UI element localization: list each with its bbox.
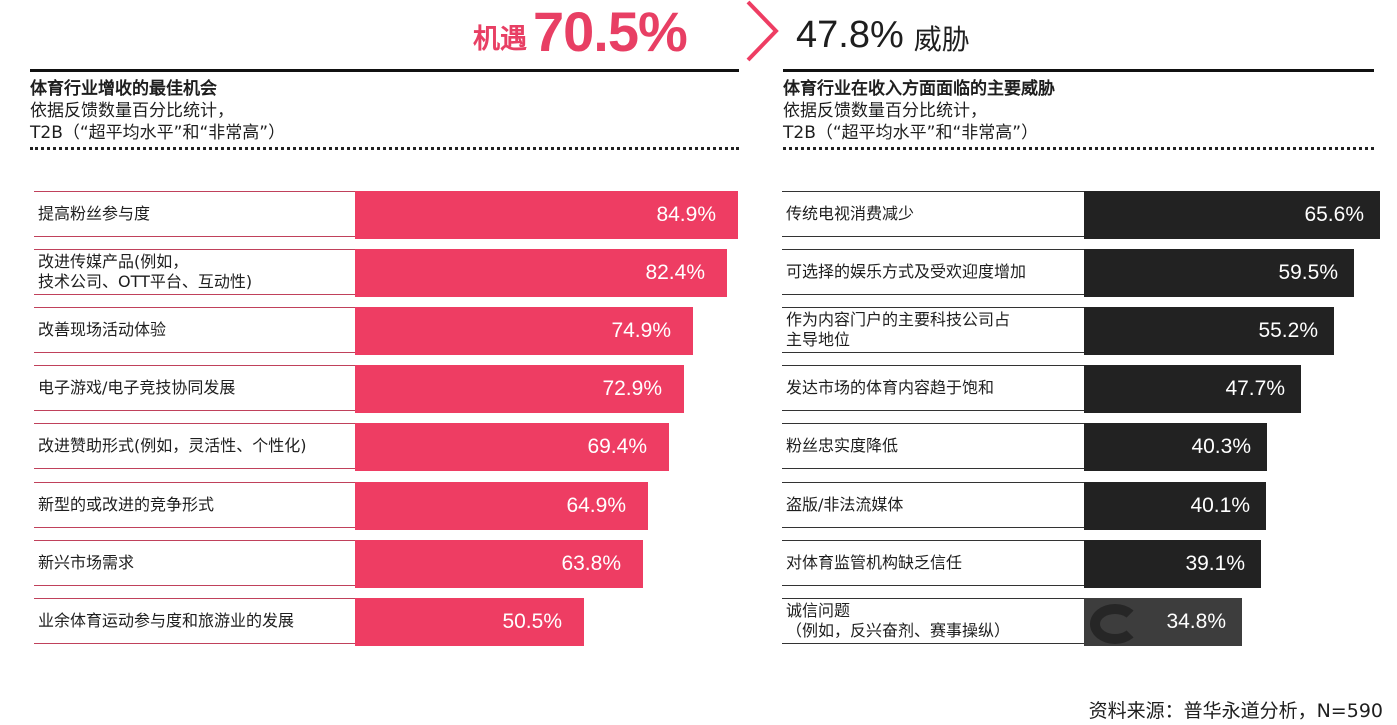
bar-label: 新兴市场需求 [34, 540, 355, 586]
bar-row: 提高粉丝参与度 84.9% [34, 191, 738, 239]
bar-row: 新兴市场需求 63.8% [34, 540, 643, 588]
opportunities-header: 体育行业增收的最佳机会 依据反馈数量百分比统计， T2B（“超平均水平”和“非常… [30, 69, 739, 150]
bar-label: 新型的或改进的竞争形式 [34, 482, 355, 528]
bar-label: 可选择的娱乐方式及受欢迎度增加 [782, 249, 1084, 295]
bar: 63.8% [355, 540, 643, 588]
threat-label: 威胁 [913, 23, 970, 56]
dotted-divider [30, 147, 739, 150]
bar-label: 盗版/非法流媒体 [782, 482, 1084, 528]
bar: 74.9% [355, 307, 693, 355]
bar: 84.9% [355, 191, 738, 239]
bar-value: 82.4% [645, 261, 705, 284]
bar-row: 业余体育运动参与度和旅游业的发展 50.5% [34, 598, 584, 646]
bar-label: 传统电视消费减少 [782, 191, 1084, 237]
bar-row: 改善现场活动体验 74.9% [34, 307, 693, 355]
threats-title: 体育行业在收入方面面临的主要威胁 [783, 79, 1055, 99]
bar-label: 作为内容门户的主要科技公司占 主导地位 [782, 307, 1084, 353]
bar: 40.3% [1084, 423, 1267, 471]
bar-row: 传统电视消费减少 65.6% [782, 191, 1380, 239]
bar: 34.8% [1084, 598, 1242, 646]
bar-value: 34.8% [1166, 610, 1226, 633]
opportunity-summary: 机遇 70.5% [473, 0, 688, 63]
bar-value: 50.5% [502, 610, 562, 633]
bar-label: 粉丝忠实度降低 [782, 423, 1084, 469]
bar-row: 粉丝忠实度降低 40.3% [782, 423, 1267, 471]
bar-value: 74.9% [611, 319, 671, 342]
bar-row: 诚信问题 （例如，反兴奋剂、赛事操纵） 34.8% [782, 598, 1242, 646]
opportunity-label: 机遇 [473, 24, 527, 55]
bar: 50.5% [355, 598, 584, 646]
bar-row: 改进赞助形式(例如，灵活性、个性化) 69.4% [34, 423, 669, 471]
bar: 82.4% [355, 249, 727, 297]
bar: 72.9% [355, 365, 684, 413]
bar-value: 84.9% [656, 203, 716, 226]
bar: 69.4% [355, 423, 669, 471]
bar-label: 改进赞助形式(例如，灵活性、个性化) [34, 423, 355, 469]
bar-row: 对体育监管机构缺乏信任 39.1% [782, 540, 1261, 588]
source-note: 资料来源：普华永道分析，N=590 [1088, 700, 1383, 722]
bar-value: 64.9% [566, 494, 626, 517]
watermark-logo-icon [1090, 604, 1140, 644]
bar-label: 发达市场的体育内容趋于饱和 [782, 365, 1084, 411]
bar-row: 可选择的娱乐方式及受欢迎度增加 59.5% [782, 249, 1354, 297]
threats-subtitle-1: 依据反馈数量百分比统计， [783, 101, 987, 121]
bar: 64.9% [355, 482, 648, 530]
bar-value: 63.8% [561, 552, 621, 575]
opportunity-value: 70.5% [533, 0, 688, 63]
opportunities-subtitle-2: T2B（“超平均水平”和“非常高”） [30, 123, 286, 143]
bar-row: 作为内容门户的主要科技公司占 主导地位 55.2% [782, 307, 1334, 355]
bar-value: 55.2% [1258, 319, 1318, 342]
bar: 59.5% [1084, 249, 1354, 297]
bar-row: 新型的或改进的竞争形式 64.9% [34, 482, 648, 530]
bar: 47.7% [1084, 365, 1301, 413]
bar-value: 65.6% [1304, 203, 1364, 226]
header-rule [30, 69, 739, 72]
bar-value: 72.9% [602, 377, 662, 400]
opportunities-title: 体育行业增收的最佳机会 [30, 79, 217, 99]
threats-subtitle-2: T2B（“超平均水平”和“非常高”） [783, 123, 1039, 143]
threat-value: 47.8% [796, 14, 904, 56]
bar-value: 40.1% [1190, 494, 1250, 517]
bar-row: 发达市场的体育内容趋于饱和 47.7% [782, 365, 1301, 413]
dotted-divider [783, 147, 1374, 150]
bar-value: 39.1% [1185, 552, 1245, 575]
bar-row: 电子游戏/电子竞技协同发展 72.9% [34, 365, 684, 413]
bar: 40.1% [1084, 482, 1266, 530]
bar-value: 47.7% [1225, 377, 1285, 400]
bar-value: 59.5% [1278, 261, 1338, 284]
bar-label: 电子游戏/电子竞技协同发展 [34, 365, 355, 411]
bar: 65.6% [1084, 191, 1380, 239]
bar: 55.2% [1084, 307, 1334, 355]
header-rule [783, 69, 1374, 72]
bar-label: 改善现场活动体验 [34, 307, 355, 353]
threat-summary: 47.8% 威胁 [796, 8, 970, 60]
bar-row: 改进传媒产品(例如， 技术公司、OTT平台、互动性) 82.4% [34, 249, 727, 297]
bar-label: 对体育监管机构缺乏信任 [782, 540, 1084, 586]
threats-header: 体育行业在收入方面面临的主要威胁 依据反馈数量百分比统计， T2B（“超平均水平… [783, 69, 1374, 150]
bar-label: 诚信问题 （例如，反兴奋剂、赛事操纵） [782, 598, 1084, 644]
bar-value: 69.4% [587, 435, 647, 458]
bar-label: 业余体育运动参与度和旅游业的发展 [34, 598, 355, 644]
bar: 39.1% [1084, 540, 1261, 588]
bar-label: 提高粉丝参与度 [34, 191, 355, 237]
bar-label: 改进传媒产品(例如， 技术公司、OTT平台、互动性) [34, 249, 355, 295]
bar-value: 40.3% [1191, 435, 1251, 458]
bar-row: 盗版/非法流媒体 40.1% [782, 482, 1266, 530]
chevron-right-icon [746, 0, 779, 62]
opportunities-subtitle-1: 依据反馈数量百分比统计， [30, 101, 234, 121]
